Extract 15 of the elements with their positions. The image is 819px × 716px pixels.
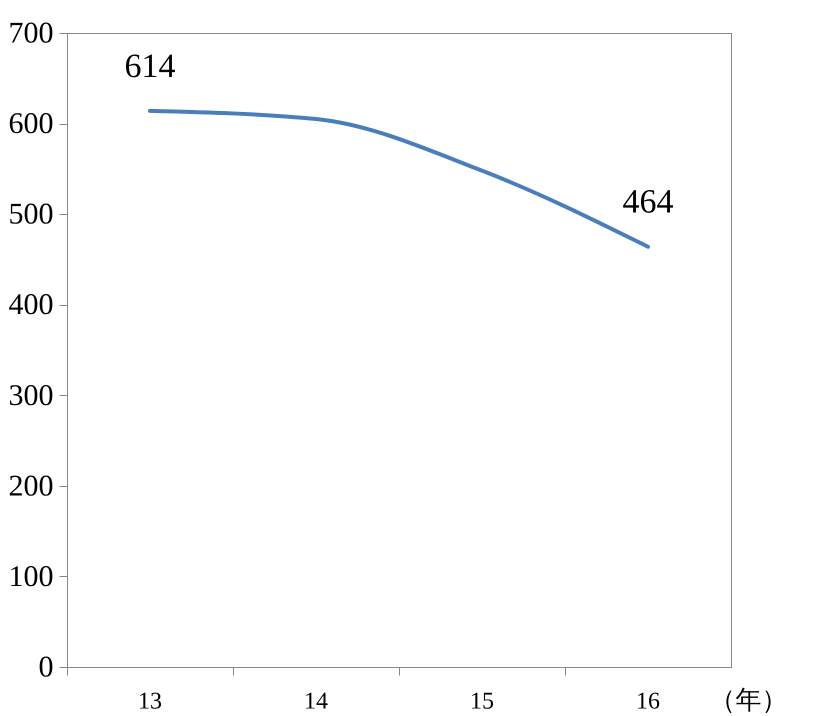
y-tick-label: 100	[8, 560, 54, 593]
x-tick-label: 16	[636, 688, 660, 714]
data-label: 464	[622, 184, 674, 221]
y-tick-label: 0	[38, 650, 54, 684]
y-tick-label: 600	[8, 107, 54, 140]
x-tick-label: 13	[138, 688, 162, 714]
x-axis-title: （年）	[710, 686, 788, 716]
y-tick-label: 300	[8, 378, 54, 412]
y-tick-label: 200	[8, 469, 54, 502]
x-tick-label: 15	[470, 688, 494, 714]
x-tick-label: 14	[304, 688, 328, 714]
data-label: 614	[124, 48, 176, 85]
y-tick-label: 500	[8, 198, 54, 231]
y-tick-label: 700	[8, 16, 54, 50]
y-tick-label: 400	[8, 288, 54, 322]
